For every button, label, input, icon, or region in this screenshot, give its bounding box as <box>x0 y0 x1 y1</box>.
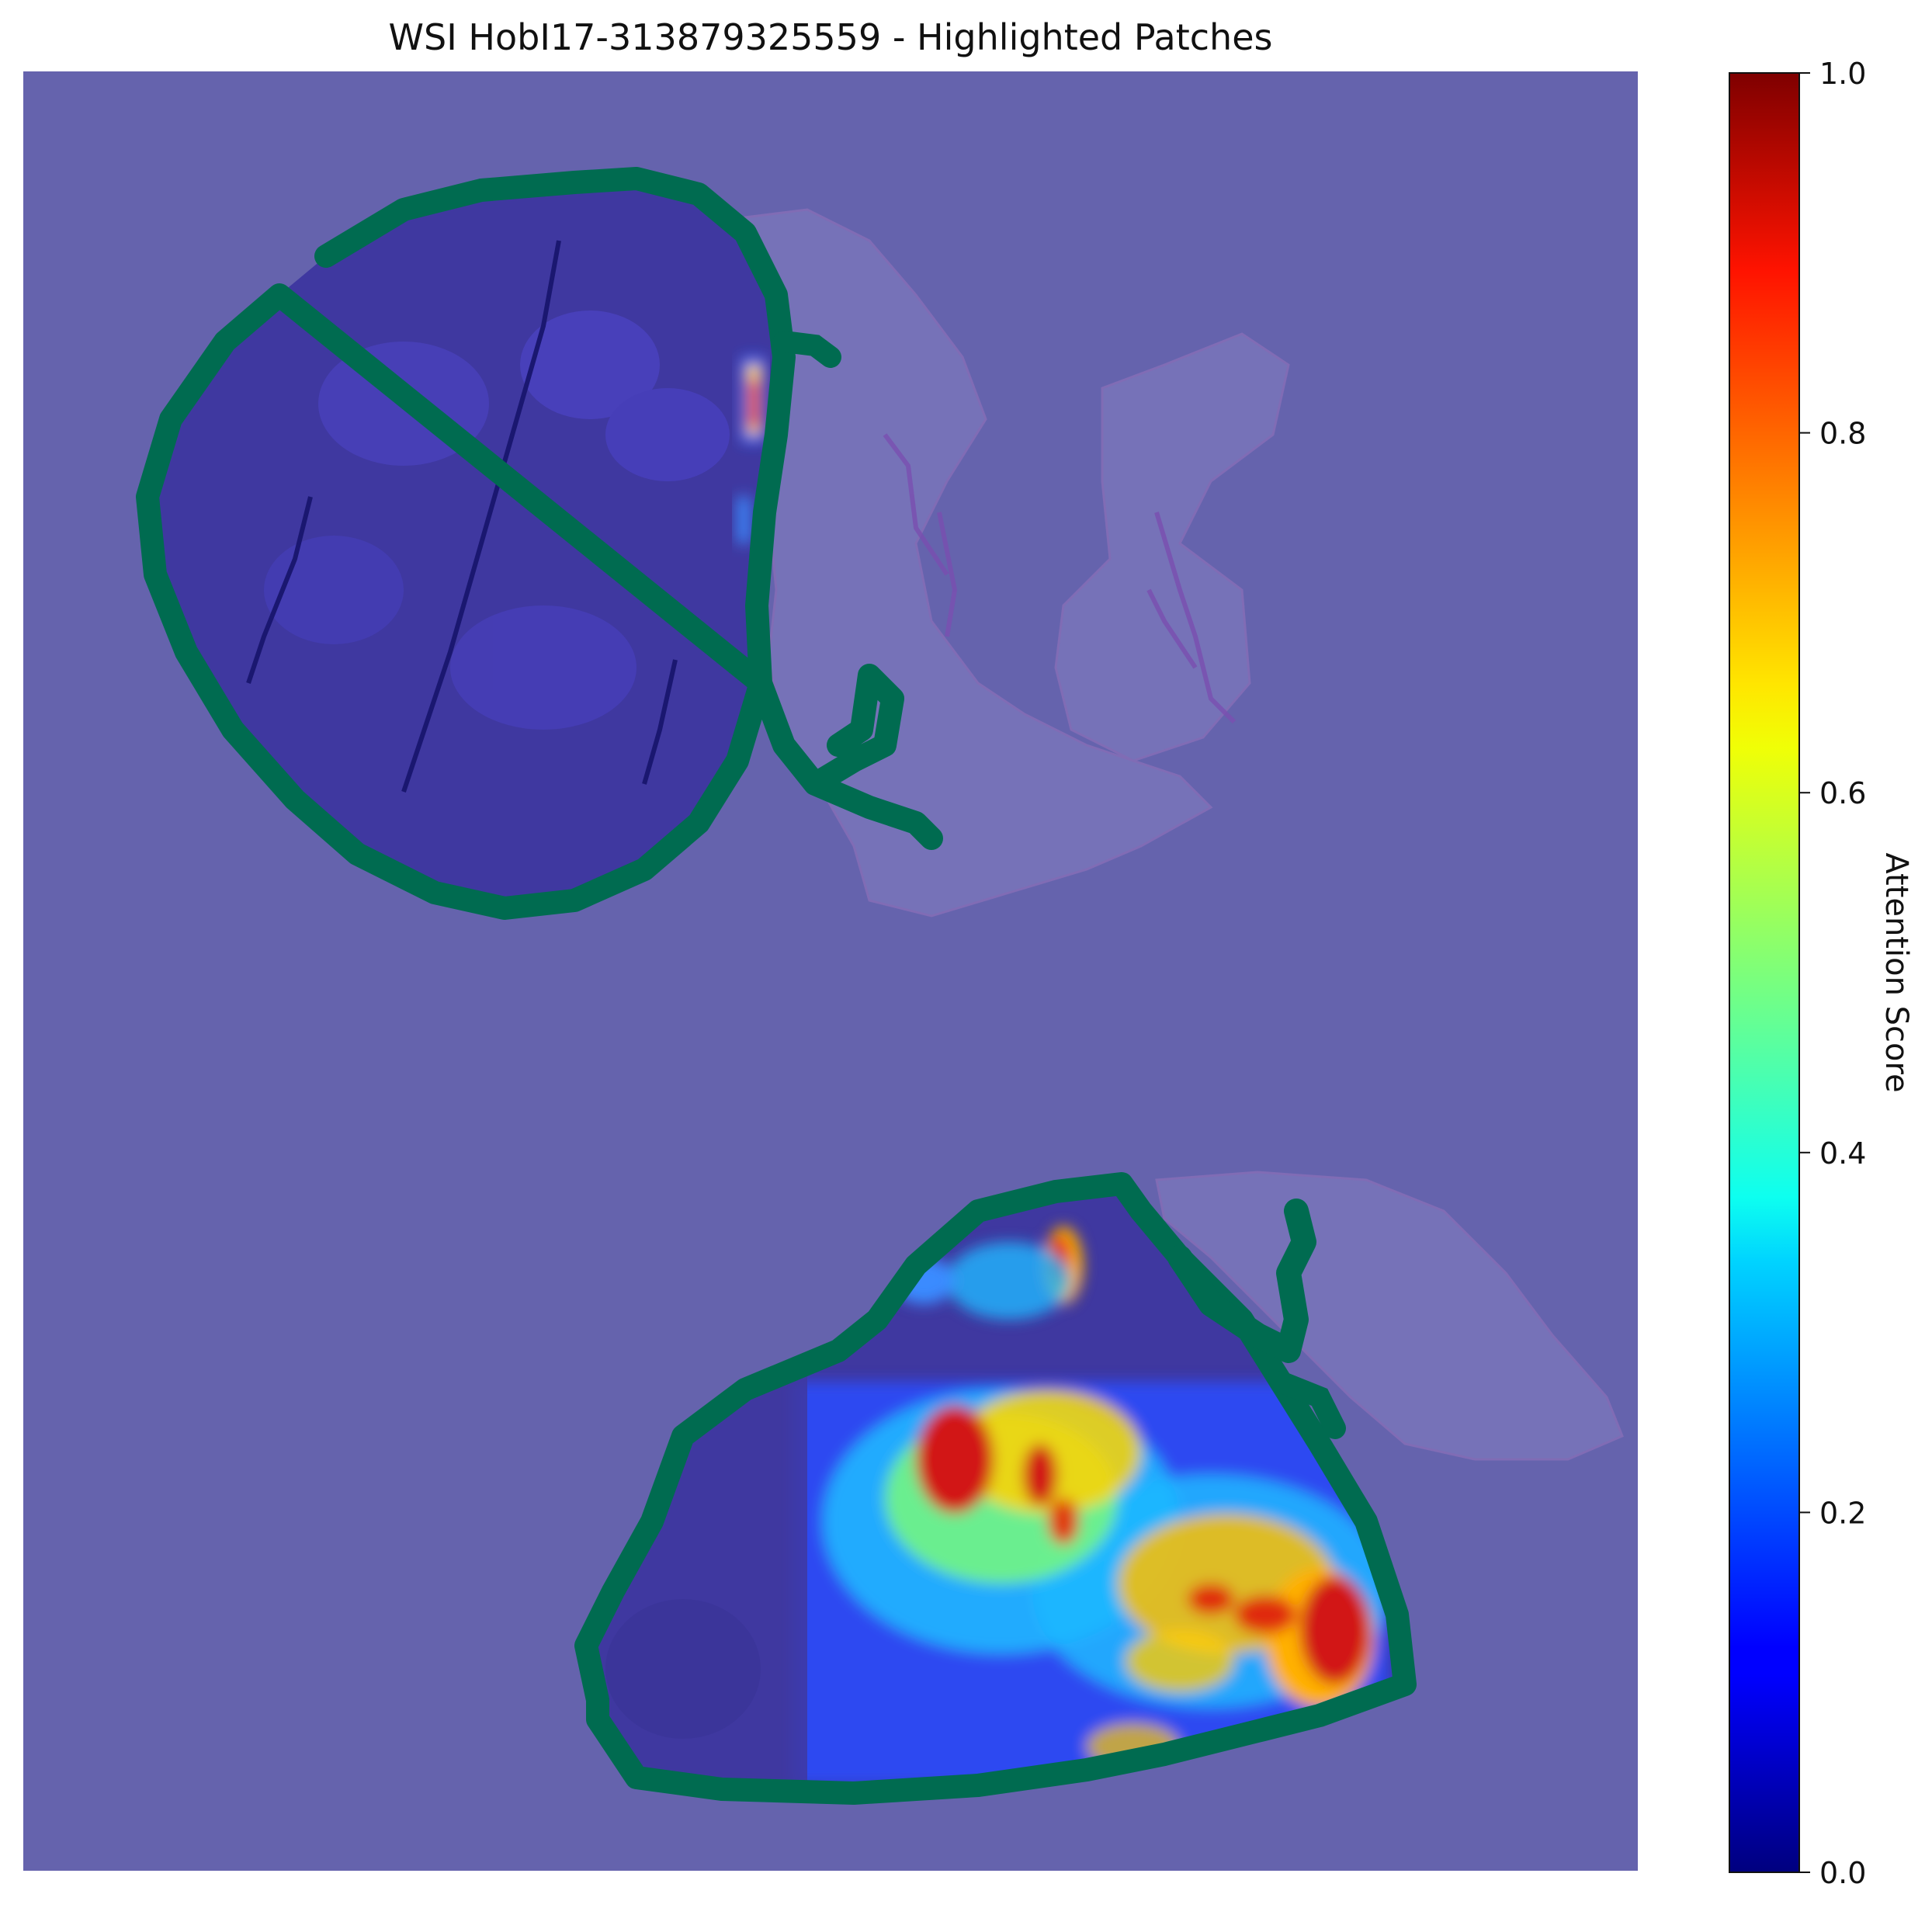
chart-title: WSI HobI17-313879325559 - Highlighted Pa… <box>389 16 1273 58</box>
upper-contour-bump <box>773 331 841 368</box>
colorbar-tick-label: 0.0 <box>1819 1856 1866 1890</box>
colorbar-tick-label: 0.6 <box>1819 776 1866 810</box>
lower-contour-branch-2 <box>1270 1371 1346 1439</box>
faint-tissue-strands <box>883 433 1237 724</box>
colorbar-gradient <box>1729 72 1800 1873</box>
tissue-cracks <box>246 240 678 793</box>
colorbar-tick-label: 1.0 <box>1819 57 1866 91</box>
colorbar: 0.0 0.2 0.4 0.6 0.8 1.0 Attention Score <box>1729 57 1914 1890</box>
upper-attention-spot <box>737 357 765 543</box>
lower-contour-branch <box>1167 1199 1316 1363</box>
colorbar-tick-label: 0.4 <box>1819 1136 1866 1171</box>
colorbar-tick-label: 0.2 <box>1819 1496 1866 1530</box>
colorbar-tick-label: 0.8 <box>1819 417 1866 451</box>
colorbar-ticks: 0.0 0.2 0.4 0.6 0.8 1.0 <box>1799 57 1866 1890</box>
lower-attention-heatmap <box>586 1226 1389 1793</box>
colorbar-label: Attention Score <box>1878 852 1914 1092</box>
upper-contour <box>136 167 943 920</box>
slide-image <box>23 71 1638 1871</box>
